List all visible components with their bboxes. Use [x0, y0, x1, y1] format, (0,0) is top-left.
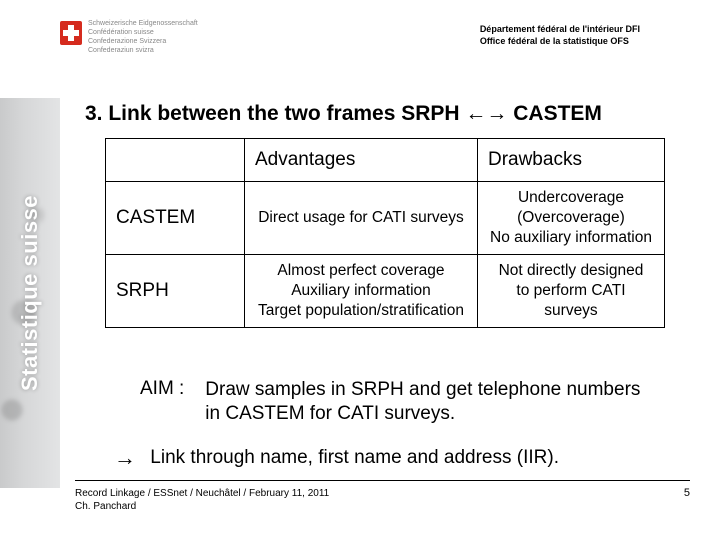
dept-line: Office fédéral de la statistique OFS	[480, 35, 640, 47]
col-header-drawbacks: Drawbacks	[477, 139, 664, 182]
cell-castem-advantages: Direct usage for CATI surveys	[245, 182, 478, 255]
link-line: → Link through name, first name and addr…	[105, 445, 665, 471]
table-corner	[106, 139, 245, 182]
footer-page-number: 5	[684, 487, 690, 499]
cell-castem-drawbacks: Undercoverage(Overcoverage)No auxiliary …	[477, 182, 664, 255]
comparison-table: Advantages Drawbacks CASTEM Direct usage…	[105, 138, 665, 328]
aim-label: AIM :	[140, 378, 200, 400]
department-block: Département fédéral de l'intérieur DFI O…	[480, 23, 640, 47]
header: Schweizerische Eidgenossenschaft Confédé…	[60, 13, 700, 73]
conf-line: Schweizerische Eidgenossenschaft	[88, 19, 198, 28]
slide: Statistique suisse Schweizerische Eidgen…	[0, 0, 720, 540]
cell-srph-drawbacks: Not directly designedto perform CATIsurv…	[477, 255, 664, 328]
footer-left: Record Linkage / ESSnet / Neuchâtel / Fe…	[75, 487, 329, 513]
brand-band: Statistique suisse	[0, 98, 60, 488]
arrow-right-icon: →	[105, 445, 145, 471]
row-header-castem: CASTEM	[106, 182, 245, 255]
conf-line: Confederaziun svizra	[88, 46, 198, 55]
title-arrows: ←→	[465, 102, 507, 125]
aim-text: Draw samples in SRPH and get telephone n…	[205, 378, 645, 426]
footer-rule	[75, 480, 690, 481]
title-prefix: 3. Link between the two frames SRPH	[85, 102, 465, 125]
slide-title: 3. Link between the two frames SRPH ←→ C…	[85, 102, 602, 126]
cell-srph-advantages: Almost perfect coverageAuxiliary informa…	[245, 255, 478, 328]
row-header-srph: SRPH	[106, 255, 245, 328]
confederation-lines: Schweizerische Eidgenossenschaft Confédé…	[88, 19, 198, 55]
footer-line2: Ch. Panchard	[75, 500, 329, 513]
band-label: Statistique suisse	[17, 195, 43, 391]
swiss-shield-icon	[60, 21, 82, 45]
link-text: Link through name, first name and addres…	[150, 447, 559, 469]
conf-line: Confederazione Svizzera	[88, 37, 198, 46]
title-suffix: CASTEM	[507, 102, 602, 125]
conf-line: Confédération suisse	[88, 28, 198, 37]
aim-block: AIM : Draw samples in SRPH and get telep…	[140, 378, 660, 426]
dept-line: Département fédéral de l'intérieur DFI	[480, 23, 640, 35]
col-header-advantages: Advantages	[245, 139, 478, 182]
footer-line1: Record Linkage / ESSnet / Neuchâtel / Fe…	[75, 487, 329, 500]
